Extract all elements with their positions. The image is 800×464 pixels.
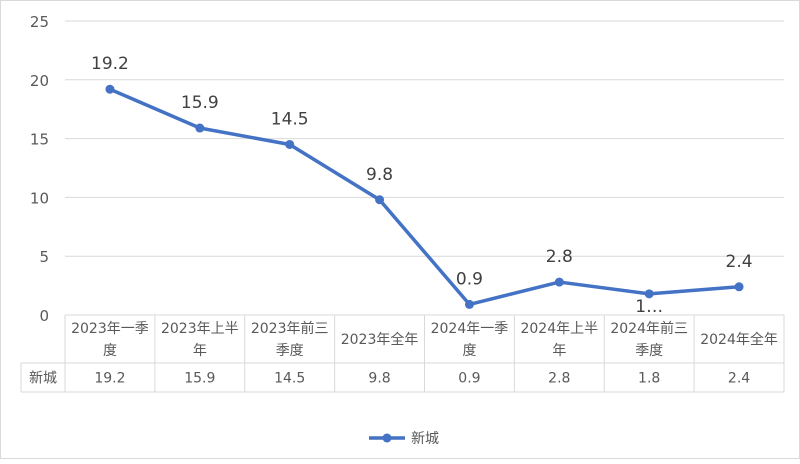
x-category-label: 季度	[276, 343, 304, 359]
x-category-label: 2023年一季	[71, 321, 149, 337]
data-label: 1…	[635, 297, 663, 317]
data-label: 9.8	[366, 165, 393, 185]
data-point	[644, 289, 654, 299]
table-cell: 2.8	[548, 371, 570, 387]
series-line	[108, 87, 741, 307]
x-category-label: 年	[193, 343, 207, 359]
table-cell: 1.8	[638, 371, 660, 387]
x-category-label: 2023年前三	[251, 320, 329, 337]
x-category-label: 2023年全年	[341, 331, 419, 348]
data-label: 14.5	[271, 109, 309, 129]
data-point	[734, 282, 744, 292]
data-point	[554, 277, 564, 287]
y-tick-label: 20	[30, 72, 49, 90]
data-labels: 19.2 15.9 14.5 9.8 0.9 2.8 1… 2.4	[91, 54, 753, 317]
legend-marker-icon	[382, 433, 392, 443]
data-table: 2023年一季度2023年上半年2023年前三季度2023年全年2024年一季度…	[20, 314, 785, 393]
y-tick-label: 0	[39, 307, 49, 325]
data-label: 15.9	[181, 93, 219, 113]
gridlines	[65, 20, 784, 257]
series-xincheng	[105, 84, 744, 309]
table-cell: 19.2	[94, 371, 125, 387]
table-cell: 2.4	[728, 371, 750, 387]
data-point	[375, 195, 385, 205]
data-label: 2.4	[726, 252, 753, 272]
x-category-label: 2024年一季	[431, 321, 509, 337]
data-label: 2.8	[546, 247, 573, 267]
y-tick-label: 15	[30, 131, 49, 149]
table-cell: 14.5	[274, 371, 305, 387]
y-axis: 0 5 10 15 20 25	[30, 13, 49, 325]
data-point	[105, 84, 115, 94]
table-row-header: 新城	[29, 371, 57, 387]
x-category-label: 度	[103, 343, 117, 359]
table-cell: 0.9	[458, 371, 480, 387]
x-category-label: 2024年上半	[520, 321, 598, 337]
x-category-label: 2024年前三	[610, 320, 688, 337]
legend: 新城	[369, 431, 439, 447]
x-category-label: 2023年上半	[161, 321, 239, 337]
x-category-label: 2024年全年	[700, 331, 778, 348]
y-tick-label: 5	[39, 248, 49, 266]
x-category-label: 度	[462, 343, 476, 359]
x-category-label: 年	[552, 343, 566, 359]
data-point	[285, 139, 295, 149]
y-tick-label: 10	[30, 189, 49, 207]
data-label: 0.9	[456, 269, 483, 289]
x-category-label: 季度	[635, 343, 663, 359]
table-cell: 9.8	[368, 371, 390, 387]
data-label: 19.2	[91, 54, 129, 74]
legend-label: 新城	[411, 431, 439, 447]
y-tick-label: 25	[30, 13, 49, 31]
table-cell: 15.9	[184, 371, 215, 387]
data-point	[464, 299, 474, 309]
data-point	[195, 123, 205, 133]
